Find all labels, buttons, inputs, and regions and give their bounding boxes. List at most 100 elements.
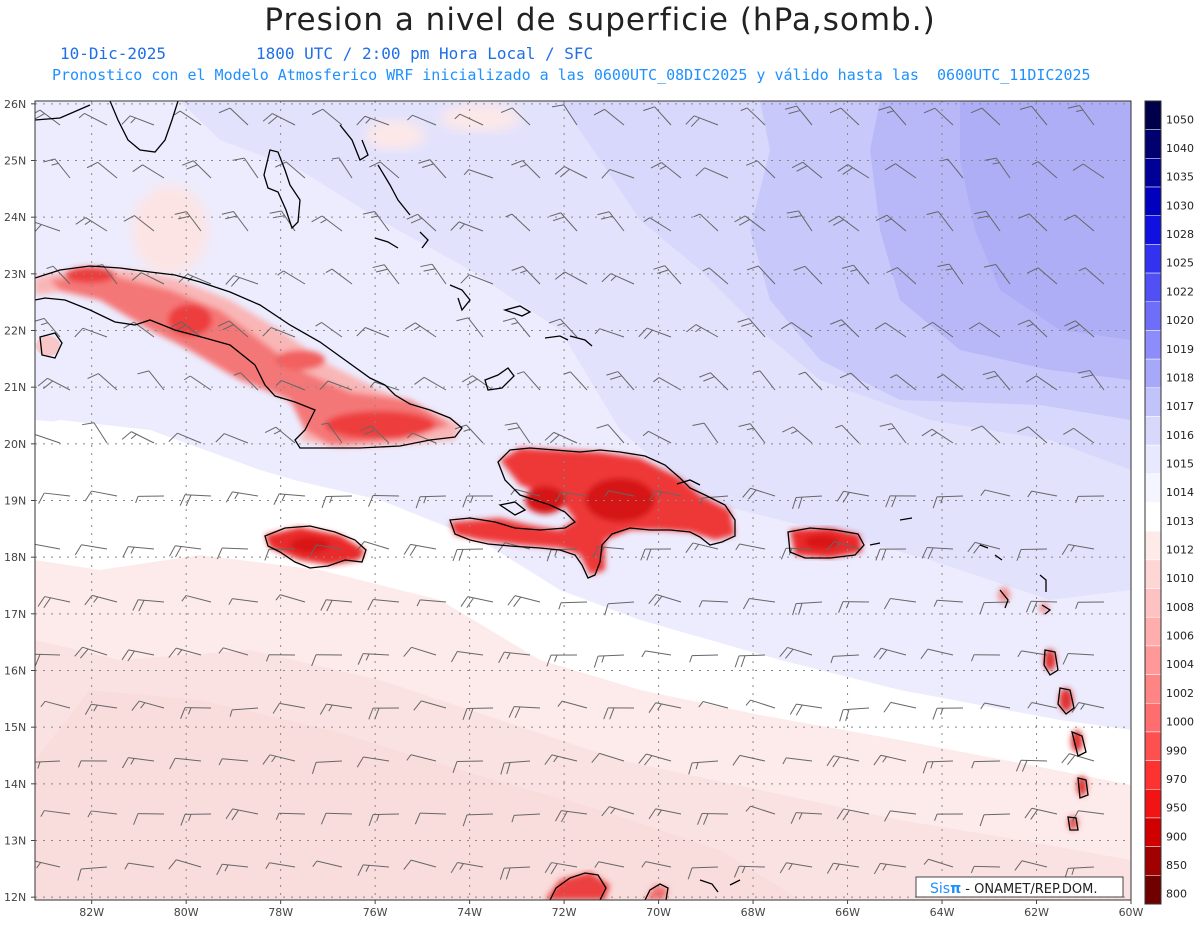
wind-barb-feather xyxy=(121,649,130,661)
wind-barb-shaft xyxy=(232,707,259,711)
wind-barb-feather xyxy=(218,320,230,327)
wind-barb-feather xyxy=(130,758,135,765)
wind-barb-feather xyxy=(554,166,565,175)
lon-label: 76W xyxy=(363,906,388,919)
wind-barb-feather xyxy=(544,754,553,765)
wind-barb-shaft xyxy=(419,495,447,498)
wind-barb-feather xyxy=(516,371,524,375)
wind-barb-shaft xyxy=(937,495,964,498)
wind-barb-feather xyxy=(1016,549,1022,561)
wind-barb-feather xyxy=(689,655,693,663)
wind-barb-shaft xyxy=(833,654,860,657)
wind-barb-feather xyxy=(121,757,129,769)
wind-barb-shaft xyxy=(102,264,118,285)
wind-barb-feather xyxy=(30,762,34,773)
wind-barb-shaft xyxy=(82,646,108,656)
wind-barb-shaft xyxy=(467,317,484,338)
wind-barb-shaft xyxy=(564,166,588,179)
wind-barb-feather xyxy=(180,814,186,826)
wind-barb-shaft xyxy=(655,490,682,497)
colorbar-swatch xyxy=(1144,444,1162,475)
wind-barb-feather xyxy=(188,814,192,821)
wind-barb-feather xyxy=(174,211,187,215)
colorbar-label: 800 xyxy=(1166,888,1187,901)
wind-barb-feather xyxy=(885,495,891,508)
wind-barb-shaft xyxy=(316,544,343,550)
wind-barb-feather xyxy=(594,861,600,868)
lat-label: 25N xyxy=(4,155,26,168)
wind-barb-feather xyxy=(505,867,511,880)
wind-barb-feather xyxy=(407,114,413,121)
wind-barb-feather xyxy=(563,371,571,375)
wind-barb-shaft xyxy=(457,651,484,656)
wind-barb-feather xyxy=(362,210,375,215)
wind-barb-feather xyxy=(1078,267,1086,272)
wind-barb-shaft xyxy=(429,159,447,179)
wind-barb-feather xyxy=(698,600,703,608)
wind-barb-shaft xyxy=(44,492,71,497)
wind-barb-shaft xyxy=(1031,701,1058,709)
wind-barb-feather xyxy=(927,547,934,560)
wind-barb-shaft xyxy=(364,115,390,126)
wind-barb-feather xyxy=(836,808,845,820)
wind-barb-feather xyxy=(548,318,561,324)
wind-barb-feather xyxy=(178,273,188,283)
wind-barb-feather xyxy=(168,859,177,870)
wind-barb-feather xyxy=(977,215,990,219)
wind-barb-feather xyxy=(940,708,944,715)
credit-box: Sisπ - ONAMET/REP.DOM. xyxy=(915,876,1124,898)
wind-barb-feather xyxy=(738,423,751,427)
lat-label: 16N xyxy=(4,665,26,678)
wind-barb-feather xyxy=(970,654,975,662)
wind-barb-feather xyxy=(359,425,372,432)
wind-barb-feather xyxy=(181,595,187,602)
colorbar-label: 950 xyxy=(1166,802,1187,815)
colorbar-label: 1012 xyxy=(1166,544,1194,557)
wind-barb-shaft xyxy=(1037,267,1058,285)
wind-barb-shaft xyxy=(514,813,541,816)
wind-barb-feather xyxy=(275,594,281,601)
wind-barb-feather xyxy=(746,427,754,431)
wind-barb-feather xyxy=(780,548,787,560)
wind-barb-feather xyxy=(732,755,741,766)
wind-barb-feather xyxy=(268,115,278,125)
wind-barb-shaft xyxy=(177,432,202,444)
wind-barb-shaft xyxy=(179,110,202,126)
wind-barb-feather xyxy=(983,263,996,268)
wind-barb-shaft xyxy=(44,810,71,815)
wind-barb-feather xyxy=(132,164,143,173)
wind-barb-feather xyxy=(37,761,41,769)
wind-barb-shaft xyxy=(886,214,907,232)
wind-barb-feather xyxy=(169,758,176,770)
wind-barb-feather xyxy=(230,277,240,287)
wind-barb-feather xyxy=(641,861,647,868)
wind-barb-feather xyxy=(357,864,364,876)
wind-barb-feather xyxy=(594,328,601,335)
wind-barb-feather xyxy=(271,755,277,763)
wind-barb-shaft xyxy=(931,428,954,444)
wind-barb-feather xyxy=(319,703,327,715)
wind-barb-feather xyxy=(1075,496,1079,504)
wind-barb-feather xyxy=(275,380,282,386)
wind-barb-shaft xyxy=(85,217,108,232)
wind-barb-feather xyxy=(505,213,513,218)
lat-label: 13N xyxy=(4,835,26,848)
wind-barb-feather xyxy=(1027,490,1032,498)
wind-barb-feather xyxy=(460,274,470,284)
wind-barb-shaft xyxy=(985,211,1001,232)
wind-barb-shaft xyxy=(937,599,964,603)
wind-barb-shaft xyxy=(701,812,729,815)
wind-barb-feather xyxy=(646,548,652,561)
wind-barb-shaft xyxy=(468,274,494,285)
wind-barb-feather xyxy=(74,544,82,556)
wind-barb-shaft xyxy=(128,546,155,550)
wind-barb-feather xyxy=(798,812,803,820)
wind-barb-shaft xyxy=(281,379,306,391)
wind-barb-feather xyxy=(460,596,469,607)
wind-barb-shaft xyxy=(283,270,306,285)
colorbar-label: 1035 xyxy=(1166,171,1194,184)
wind-barb-feather xyxy=(269,210,282,214)
wind-barb-feather xyxy=(875,548,881,561)
wind-barb-feather xyxy=(873,647,882,659)
